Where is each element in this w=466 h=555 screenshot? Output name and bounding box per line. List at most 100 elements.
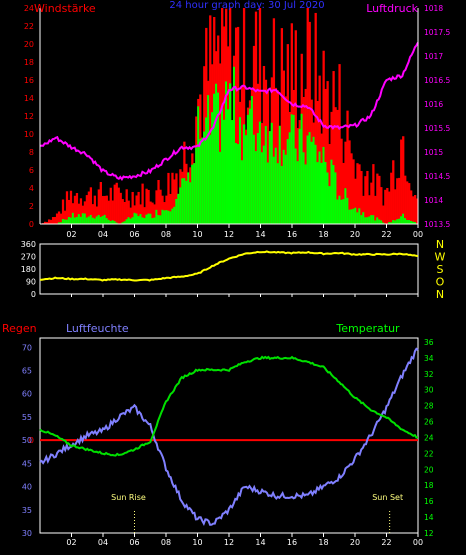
climate-x-tick-label: 10 — [192, 538, 202, 547]
wind-average-bar — [133, 212, 136, 224]
wind-average-bar — [338, 195, 341, 224]
wind-gust-bar — [280, 28, 284, 224]
temperature-y-tick-label: 28 — [424, 402, 434, 411]
wind-gust-bar — [159, 189, 162, 224]
wind-gust-bar — [362, 195, 365, 224]
wind-average-bar — [306, 135, 309, 224]
wind-average-bar — [83, 213, 87, 224]
pressure-y-tick-label: 1013.5 — [424, 220, 450, 229]
wind-average-bar — [183, 178, 186, 224]
temperature-y-tick-label: 32 — [424, 370, 434, 379]
wind-gust-bar — [129, 207, 132, 224]
wind-average-bar — [342, 199, 345, 224]
wind-gust-bar — [57, 211, 61, 224]
wind-average-bar — [364, 217, 367, 224]
wind-gust-bar — [416, 198, 419, 224]
wind-average-bar — [232, 66, 236, 224]
sunset-label: Sun Set — [372, 493, 403, 502]
wind-average-bar — [256, 133, 260, 224]
wind-gust-bar — [55, 213, 59, 224]
wind-gust-bar — [276, 90, 280, 224]
wind-gust-bar — [61, 199, 65, 224]
wind-gust-bar — [47, 219, 51, 224]
wind-average-bar — [260, 152, 264, 224]
wind-x-tick-label: 18 — [318, 230, 328, 239]
wind-gust-bar — [65, 191, 69, 224]
wind-x-tick-label: 22 — [381, 230, 391, 239]
wind-gust-bar — [254, 11, 258, 224]
wind-gust-bar — [49, 219, 53, 224]
wind-average-bar — [103, 214, 106, 224]
wind-average-bar — [111, 220, 114, 224]
wind-gust-bar — [103, 195, 106, 224]
direction-y-tick-label: 270 — [21, 253, 36, 262]
chart-title: 24 hour graph day: 30 Jul 2020 — [169, 0, 324, 11]
wind-gust-bar — [286, 44, 289, 225]
wind-gust-bar — [75, 193, 79, 224]
wind-average-bar — [135, 213, 138, 224]
wind-gust-bar — [356, 163, 359, 224]
wind-y-tick-label: 10 — [24, 130, 34, 139]
wind-gust-bar — [324, 88, 327, 225]
direction-y-tick-label: 0 — [31, 290, 36, 299]
climate-x-tick-label: 12 — [224, 538, 234, 547]
wind-average-bar — [406, 219, 409, 224]
wind-gust-bar — [308, 21, 311, 225]
climate-x-tick-label: 08 — [161, 538, 171, 547]
wind-x-tick-label: 04 — [98, 230, 108, 239]
wind-average-bar — [298, 128, 301, 224]
pressure-y-tick-label: 1014.5 — [424, 172, 450, 181]
humidity-y-tick-label: 60 — [22, 390, 32, 399]
wind-average-bar — [185, 180, 188, 224]
wind-gust-bar — [91, 204, 95, 224]
wind-average-bar — [153, 217, 156, 224]
wind-average-bar — [278, 125, 282, 224]
rain-axis-title: Regen — [2, 322, 37, 335]
wind-average-bar — [296, 161, 299, 224]
wind-gust-bar — [67, 199, 71, 224]
wind-average-bar — [195, 147, 198, 224]
wind-gust-bar — [173, 179, 176, 224]
compass-label: O — [436, 276, 445, 289]
wind-average-bar — [145, 214, 148, 224]
temperature-y-tick-label: 34 — [424, 354, 434, 363]
wind-average-bar — [73, 217, 77, 224]
wind-average-bar — [272, 156, 276, 224]
wind-average-bar — [137, 216, 140, 224]
wind-average-bar — [161, 209, 164, 224]
wind-gust-bar — [97, 189, 100, 224]
climate-x-tick-label: 00 — [413, 538, 423, 547]
wind-average-bar — [125, 219, 128, 224]
wind-average-bar — [336, 199, 339, 224]
wind-gust-bar — [53, 216, 57, 224]
wind-average-bar — [123, 221, 126, 224]
wind-average-bar — [77, 214, 81, 224]
wind-average-bar — [151, 218, 154, 224]
wind-average-bar — [412, 221, 415, 224]
wind-average-bar — [139, 214, 142, 224]
wind-gust-bar — [242, 8, 246, 224]
wind-average-bar — [65, 219, 69, 224]
wind-gust-bar — [59, 213, 63, 224]
wind-average-bar — [141, 217, 144, 224]
wind-average-bar — [193, 163, 196, 224]
wind-average-bar — [408, 220, 411, 224]
wind-average-bar — [59, 222, 63, 224]
wind-average-bar — [109, 221, 112, 224]
wind-average-bar — [394, 220, 397, 224]
wind-gust-bar — [408, 183, 411, 224]
pressure-y-tick-label: 1016 — [424, 100, 443, 109]
wind-average-bar — [155, 209, 158, 224]
wind-gust-bar — [63, 210, 67, 224]
wind-average-bar — [175, 199, 178, 224]
wind-average-bar — [324, 162, 327, 224]
wind-gust-bar — [334, 107, 337, 224]
wind-gust-bar — [322, 50, 325, 225]
wind-gust-bar — [396, 178, 399, 224]
wind-average-bar — [203, 131, 206, 224]
wind-x-tick-label: 08 — [161, 230, 171, 239]
wind-average-bar — [294, 148, 297, 224]
wind-average-bar — [274, 147, 278, 224]
wind-average-bar — [189, 182, 192, 224]
